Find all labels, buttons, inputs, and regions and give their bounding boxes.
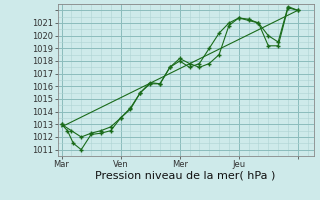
X-axis label: Pression niveau de la mer( hPa ): Pression niveau de la mer( hPa ) [95, 171, 276, 181]
